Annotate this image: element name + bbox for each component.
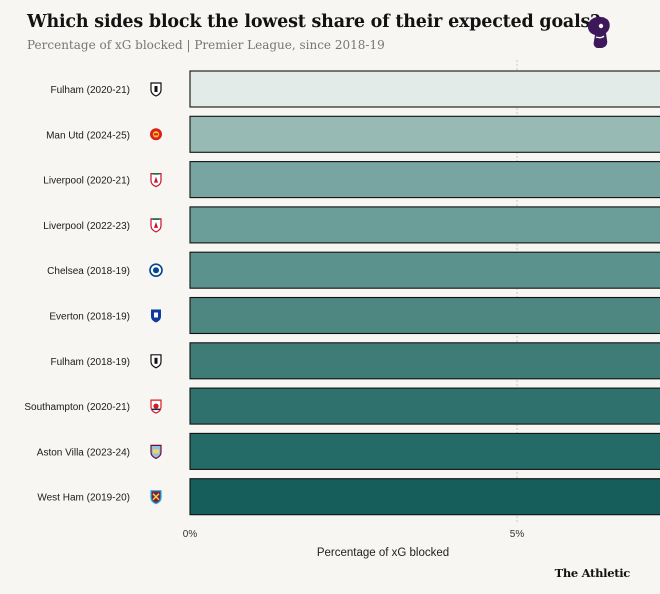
aston-villa-crest-icon [150,444,162,460]
bar [189,115,660,153]
west-ham-crest-icon [150,490,162,505]
man-utd-crest-icon [150,128,162,141]
fulham-crest-icon [150,354,162,369]
chart-title: Which sides block the lowest share of th… [27,12,601,32]
chelsea-crest-icon [149,263,163,278]
southampton-crest-icon [150,399,162,414]
category-label: Aston Villa (2023-24) [37,447,130,458]
x-tick-label: 0% [183,529,198,540]
bar [189,296,660,335]
category-label: Fulham (2018-19) [51,357,130,368]
everton-crest-icon [151,309,161,323]
bar [189,387,660,425]
bar [189,432,660,470]
chart-subtitle: Percentage of xG blocked | Premier Leagu… [27,38,385,52]
category-label: West Ham (2019-20) [37,493,130,504]
category-label: Liverpool (2022-23) [43,221,130,232]
category-label: Chelsea (2018-19) [47,266,130,277]
category-label: Everton (2018-19) [49,312,130,323]
category-label: Man Utd (2024-25) [46,130,130,141]
bar [189,478,660,516]
bar [189,342,660,380]
bar [189,251,660,289]
category-label: Fulham (2020-21) [51,85,130,96]
liverpool-crest-icon [150,218,162,233]
x-tick-label: 5% [510,529,525,540]
fulham-crest-icon [150,82,162,97]
bar [189,70,660,108]
category-label: Liverpool (2020-21) [43,176,130,187]
bar [189,161,660,199]
x-axis-label: Percentage of xG blocked [317,547,449,559]
footer-brand: The Athletic [554,566,631,580]
bar [189,206,660,244]
liverpool-crest-icon [150,173,162,188]
category-label: Southampton (2020-21) [24,402,130,413]
premier-league-logo-icon [588,16,610,48]
